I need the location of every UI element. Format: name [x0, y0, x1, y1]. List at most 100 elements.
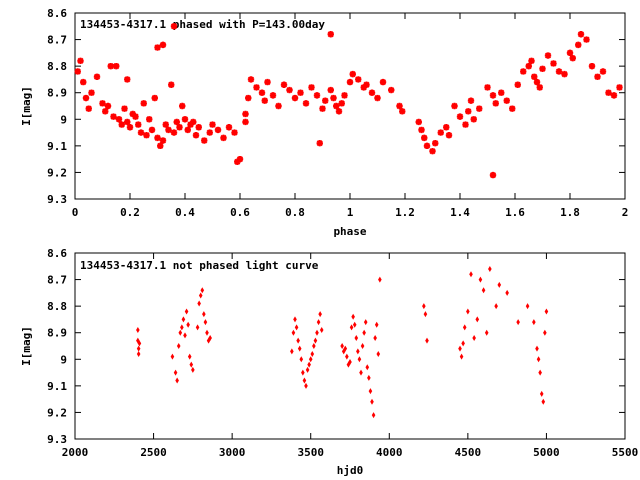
data-point [136, 345, 141, 352]
data-point [525, 303, 530, 310]
data-point [264, 78, 271, 86]
data-point [291, 94, 299, 102]
data-point [466, 308, 470, 315]
data-point [418, 126, 425, 134]
data-point [173, 369, 178, 376]
data-point [148, 126, 156, 134]
data-point [538, 369, 542, 376]
data-point [206, 337, 211, 344]
data-point [313, 92, 321, 99]
data-point [170, 23, 178, 30]
phased-light-curve-panel: 134453-4317.1 phased with P=143.00day ph… [20, 7, 628, 238]
data-point [183, 332, 187, 339]
data-point [539, 390, 544, 397]
data-point [297, 89, 304, 96]
data-point [157, 142, 164, 150]
data-point [363, 319, 368, 326]
data-point [305, 366, 310, 373]
data-point [187, 353, 192, 360]
chart-title: 134453-4317.1 phased with P=143.00day [80, 18, 325, 31]
data-point [531, 73, 538, 80]
data-point [253, 84, 260, 91]
data-point [236, 155, 244, 163]
data-point [445, 132, 453, 139]
data-point [180, 324, 184, 331]
data-point [286, 86, 293, 94]
y-tick-label: 8.6 [47, 7, 67, 20]
data-point [205, 329, 209, 336]
data-point [388, 86, 395, 94]
data-point [363, 81, 370, 88]
data-point [154, 44, 161, 51]
data-point [247, 76, 255, 83]
data-point [151, 94, 158, 102]
data-point [415, 118, 422, 126]
x-tick-label: 0.2 [120, 206, 140, 219]
data-point [258, 89, 266, 96]
y-tick-label: 9 [60, 113, 67, 126]
data-point [351, 313, 355, 320]
data-point [370, 398, 374, 405]
data-point [200, 287, 205, 294]
data-point [310, 350, 315, 357]
x-tick-label: 4000 [376, 446, 403, 459]
data-point [352, 321, 357, 328]
data-point [343, 345, 348, 352]
data-point [541, 398, 546, 405]
data-point [481, 287, 486, 294]
data-point [357, 356, 362, 363]
data-point [275, 102, 282, 110]
data-point [610, 92, 618, 99]
data-point [605, 89, 612, 96]
data-point [301, 369, 305, 376]
raw-light-curve-panel: 134453-4317.1 not phased light curve hjd… [20, 247, 638, 477]
data-point [462, 324, 467, 331]
data-point [192, 132, 200, 139]
data-point [181, 116, 189, 123]
data-point [359, 369, 363, 376]
data-point [102, 108, 109, 115]
y-tick-label: 9.3 [47, 193, 67, 206]
data-point [505, 289, 509, 296]
data-point [234, 158, 241, 165]
plot-frame [74, 252, 626, 440]
data-point [371, 412, 376, 419]
data-point [539, 65, 546, 72]
data-point [121, 105, 128, 112]
x-ticks: 0 0.2 0.4 0.6 0.8 1 1.2 1.4 1.6 1.8 2 [72, 13, 628, 219]
data-point [520, 68, 527, 75]
data-point [362, 329, 366, 336]
y-tick-label: 9 [60, 353, 67, 366]
data-point [209, 121, 216, 128]
data-point [135, 121, 142, 128]
data-point [197, 300, 201, 307]
y-tick-label: 8.7 [47, 274, 67, 287]
x-axis-label: phase [333, 225, 366, 238]
data-point [528, 57, 535, 65]
data-point [322, 97, 329, 104]
data-point [297, 345, 302, 352]
data-point [532, 319, 536, 326]
data-point [159, 41, 167, 49]
data-point [425, 337, 429, 344]
data-point [341, 92, 348, 99]
data-point [349, 70, 356, 78]
data-point [335, 108, 343, 115]
data-point [484, 329, 489, 336]
y-tick-label: 8.9 [47, 327, 67, 340]
data-point [360, 343, 365, 349]
data-point [346, 78, 354, 86]
data-point [360, 84, 367, 91]
data-point [497, 281, 502, 288]
data-point [514, 81, 521, 88]
data-point [195, 124, 202, 131]
x-tick-label: 1.6 [505, 206, 525, 219]
data-point [308, 84, 315, 91]
data-point [327, 31, 334, 38]
data-point [189, 361, 194, 368]
data-point [374, 94, 381, 102]
chart-title: 134453-4317.1 not phased light curve [80, 259, 319, 272]
data-point [461, 340, 465, 347]
data-point [77, 57, 84, 65]
